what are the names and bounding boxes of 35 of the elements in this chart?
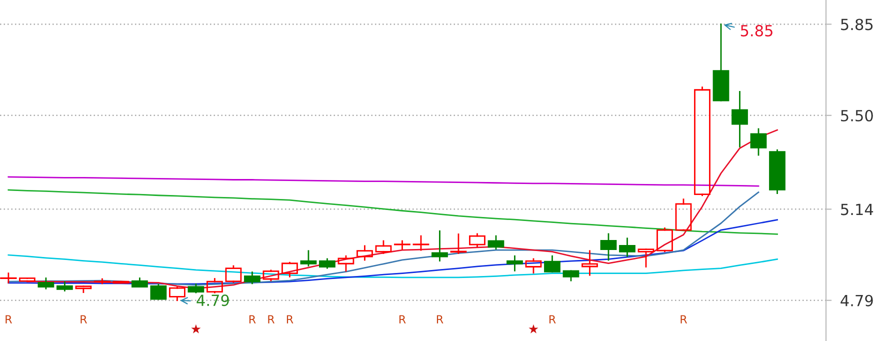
candlestick [469,233,486,248]
annotation: ★ [191,324,201,334]
annotation: R [399,315,406,324]
candlestick [732,91,748,148]
candlestick [394,240,410,250]
annotation: R [436,315,444,324]
annotation: ★ [528,324,538,334]
annotation: R [80,315,87,324]
candlestick [56,281,73,292]
y-tick-label: 4.79 [840,294,873,306]
candlestick [244,272,260,284]
candlestick [619,238,636,257]
annotation: R [249,315,256,324]
candlestick [582,250,598,276]
line-series [8,189,778,235]
candlestick [0,272,17,284]
y-tick-label: 5.50 [841,110,873,122]
annotation: R [6,315,12,324]
annotation: R [680,315,688,324]
candlestick [38,278,54,290]
annotation: 4.79 [196,294,229,306]
annotation: 5.85 [740,24,772,36]
candlestick [694,86,710,196]
annotation: R [268,315,274,324]
annotation: R [286,315,294,324]
candlestick [319,258,336,269]
candlestick [356,245,373,261]
candlestick [94,278,111,284]
candlestick [432,230,448,262]
candlestick [506,255,523,272]
annotation: R [549,315,556,324]
line-series [8,176,760,187]
y-tick-label: 5.85 [841,18,873,30]
y-tick-label: 5.14 [841,204,874,216]
candlestick [769,149,786,194]
